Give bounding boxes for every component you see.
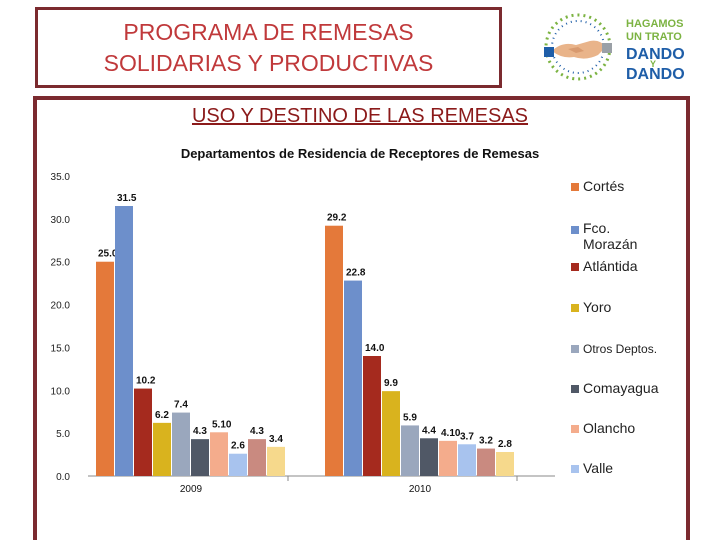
legend-label: Cortés [583,178,624,194]
legend-swatch [571,345,579,353]
data-label: 2.6 [231,441,245,452]
legend-label: Comayagua [583,380,659,396]
hagamos-un-trato-logo: HAGAMOS UN TRATO DANDO Y DANDO [538,7,685,87]
bar-2009-fco-moraz-n [115,206,133,476]
legend-label: Olancho [583,420,635,436]
legend-swatch [571,263,579,271]
data-label: 6.2 [155,410,169,421]
y-tick-label: 10.0 [51,386,71,397]
data-label: 4.4 [422,425,436,436]
data-label: 5.10 [212,419,232,430]
legend-swatch [571,425,579,433]
bar-2010-yoro [382,391,400,476]
subtitle-wrapper: USO Y DESTINO DE LAS REMESAS [0,105,720,128]
legend-label-continued: Morazán [583,236,637,252]
data-label: 31.5 [117,193,137,204]
data-label: 4.3 [250,426,264,437]
legend-label: Valle [583,460,613,476]
y-tick-label: 25.0 [51,258,71,269]
data-label: 4.3 [193,426,207,437]
y-tick-label: 5.0 [56,429,70,440]
data-label: 22.8 [346,268,366,279]
data-label: 2.8 [498,439,512,450]
data-label: 9.9 [384,378,398,389]
bar-2009-series-9 [267,446,285,476]
legend-swatch [571,304,579,312]
handshake-icon [544,40,612,59]
data-label: 29.2 [327,213,347,224]
legend-swatch [571,385,579,393]
bar-2010-cort-s [325,225,343,476]
legend-label: Atlántida [583,258,638,274]
legend-swatch [571,226,579,234]
logo-line-4: Y [650,59,656,69]
logo-line-2: UN TRATO [626,31,682,43]
data-label: 7.4 [174,400,188,411]
y-tick-label: 15.0 [51,343,71,354]
bar-2010-valle [458,444,476,476]
data-label: 3.4 [269,434,283,445]
y-tick-label: 20.0 [51,301,71,312]
data-label: 5.9 [403,412,417,423]
data-label: 4.10 [441,428,461,439]
chart-title: Departamentos de Residencia de Receptore… [181,146,539,161]
data-label: 10.2 [136,376,156,387]
legend-label: Yoro [583,299,612,315]
logo-line-5: DANDO [626,66,685,83]
bar-2010-atl-ntida [363,356,381,476]
data-label: 25.0 [98,249,118,260]
y-tick-label: 35.0 [51,172,71,183]
data-label: 3.2 [479,436,493,447]
y-tick-label: 0.0 [56,472,70,483]
subtitle: USO Y DESTINO DE LAS REMESAS [191,105,529,127]
legend-label: Fco. [583,220,610,236]
bar-2010-series-8 [477,448,495,476]
x-tick-label: 2009 [180,484,203,495]
bar-2010-fco-moraz-n [344,280,362,476]
bar-2010-olancho [439,440,457,476]
legend-swatch [571,183,579,191]
bar-2009-yoro [153,422,171,476]
page-title: PROGRAMA DE REMESAS SOLIDARIAS Y PRODUCT… [103,18,434,76]
x-tick-label: 2010 [409,484,432,495]
bar-2009-valle [229,453,247,476]
y-tick-label: 30.0 [51,215,71,226]
bar-2010-otros-deptos- [401,425,419,476]
title-box: PROGRAMA DE REMESAS SOLIDARIAS Y PRODUCT… [35,7,502,88]
bar-2009-series-8 [248,439,266,476]
logo-line-3: DANDO [626,46,685,63]
logo-line-1: HAGAMOS [626,18,683,30]
bar-2010-comayagua [420,438,438,476]
bar-2009-atl-ntida [134,388,152,476]
bar-2009-olancho [210,432,228,476]
bar-2010-series-9 [496,452,514,476]
data-label: 14.0 [365,343,385,354]
bar-2009-cort-s [96,261,114,476]
bar-2009-otros-deptos- [172,412,190,476]
legend-swatch [571,465,579,473]
legend-label: Otros Deptos. [583,342,657,356]
data-label: 3.7 [460,431,474,442]
bar-2009-comayagua [191,439,209,476]
